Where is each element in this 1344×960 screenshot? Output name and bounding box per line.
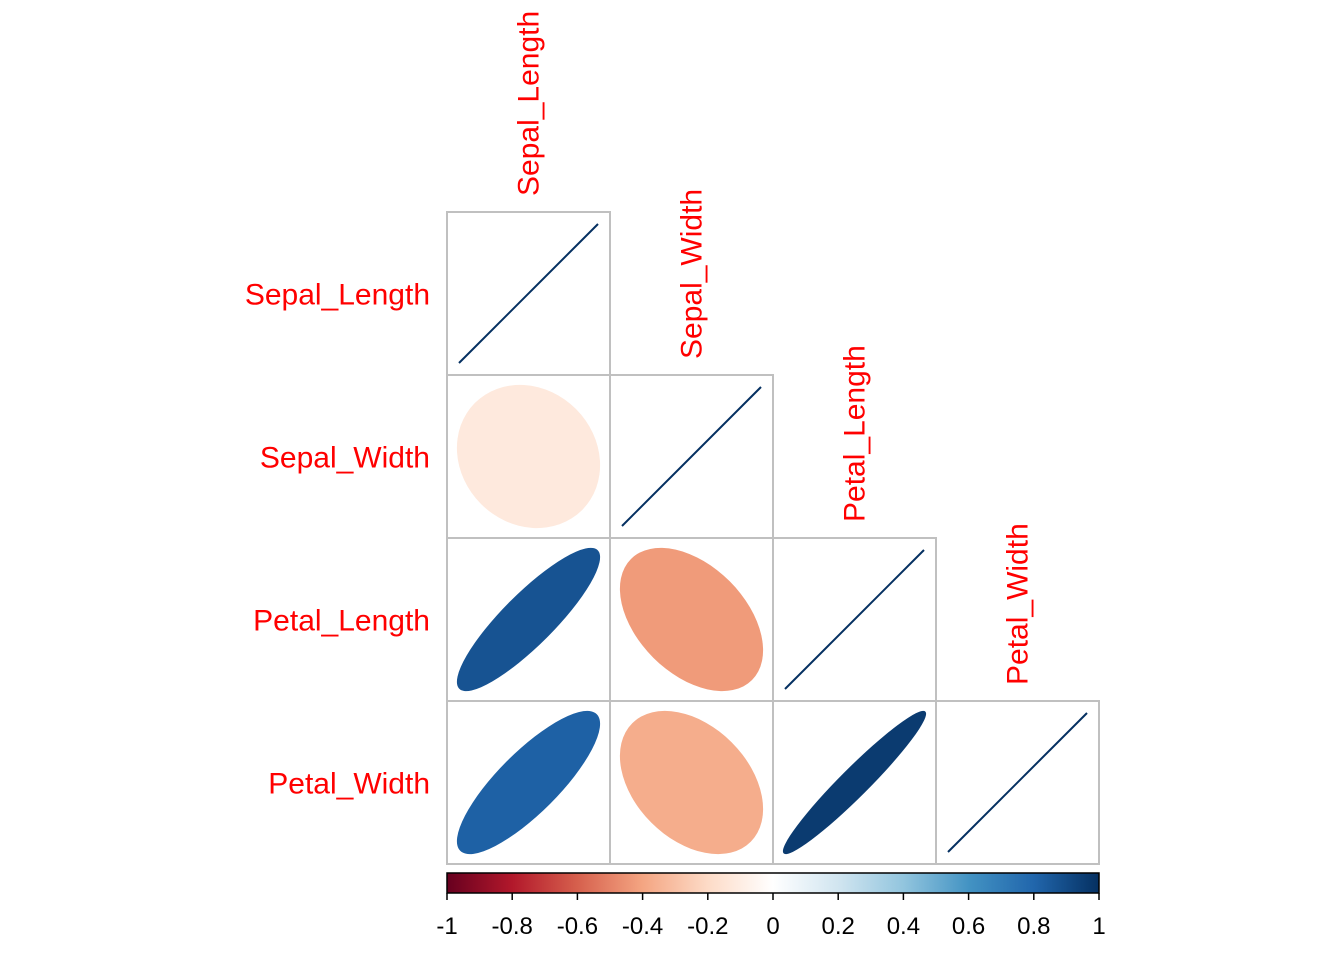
cell-Petal_Width-Petal_Width — [935, 700, 1100, 865]
colorbar-tick-label: 0.8 — [1017, 913, 1050, 940]
ellipse-mark — [619, 547, 764, 692]
cell-Sepal_Length-Sepal_Length — [446, 211, 611, 376]
colorbar-tick-label: 0.2 — [822, 913, 855, 940]
row-labels: Sepal_Length Sepal_Width Petal_Length Petal… — [245, 279, 430, 801]
colorbar-gradient — [446, 872, 1100, 894]
cell-Petal_Width-Sepal_Width — [609, 700, 774, 865]
ellipse-mark — [947, 712, 1088, 853]
cell-Petal_Length-Sepal_Width — [609, 537, 774, 702]
cell-Petal_Width-Sepal_Length — [446, 700, 611, 865]
colorbar-tick-label: -0.4 — [622, 913, 663, 940]
colorbar-tick-label: 0.6 — [952, 913, 985, 940]
colorbar-tick-label: -0.6 — [557, 913, 598, 940]
ellipse-mark — [456, 710, 601, 855]
cell-Sepal_Width-Sepal_Width — [609, 374, 774, 539]
row-label: Petal_Length — [253, 605, 430, 638]
colorbar: -1 -0.8 -0.6 -0.4 -0.2 0 0.2 0.4 0.6 0.8 1 — [436, 872, 1106, 940]
column-label: Petal_Length — [839, 345, 872, 522]
cell-Petal_Length-Petal_Length — [772, 537, 937, 702]
cell-Petal_Length-Sepal_Length — [446, 537, 611, 702]
colorbar-tick-label: 0.4 — [887, 913, 920, 940]
row-label: Sepal_Width — [260, 442, 430, 475]
ellipse-mark — [621, 386, 762, 527]
ellipse-mark — [456, 547, 601, 692]
ellipse-mark — [782, 710, 927, 855]
column-label: Sepal_Length — [513, 11, 546, 196]
colorbar-tick-label: 1 — [1092, 913, 1105, 940]
row-label: Petal_Width — [268, 768, 430, 801]
correlation-grid — [446, 211, 1100, 865]
row-label: Sepal_Length — [245, 279, 430, 312]
ellipse-mark — [784, 549, 925, 690]
ellipse-mark — [458, 223, 599, 364]
ellipse-mark — [619, 710, 764, 855]
colorbar-tick-label: 0 — [766, 913, 779, 940]
column-label: Sepal_Width — [676, 189, 709, 359]
colorbar-tick-label: -1 — [436, 913, 457, 940]
cell-Sepal_Width-Sepal_Length — [446, 374, 611, 539]
colorbar-tick-label: -0.2 — [687, 913, 728, 940]
ellipse-mark — [456, 384, 601, 529]
column-labels: Sepal_Length Sepal_Width Petal_Length Petal… — [513, 11, 1035, 685]
cell-Petal_Width-Petal_Length — [772, 700, 937, 865]
colorbar-tick-label: -0.8 — [492, 913, 533, 940]
column-label: Petal_Width — [1002, 523, 1035, 685]
